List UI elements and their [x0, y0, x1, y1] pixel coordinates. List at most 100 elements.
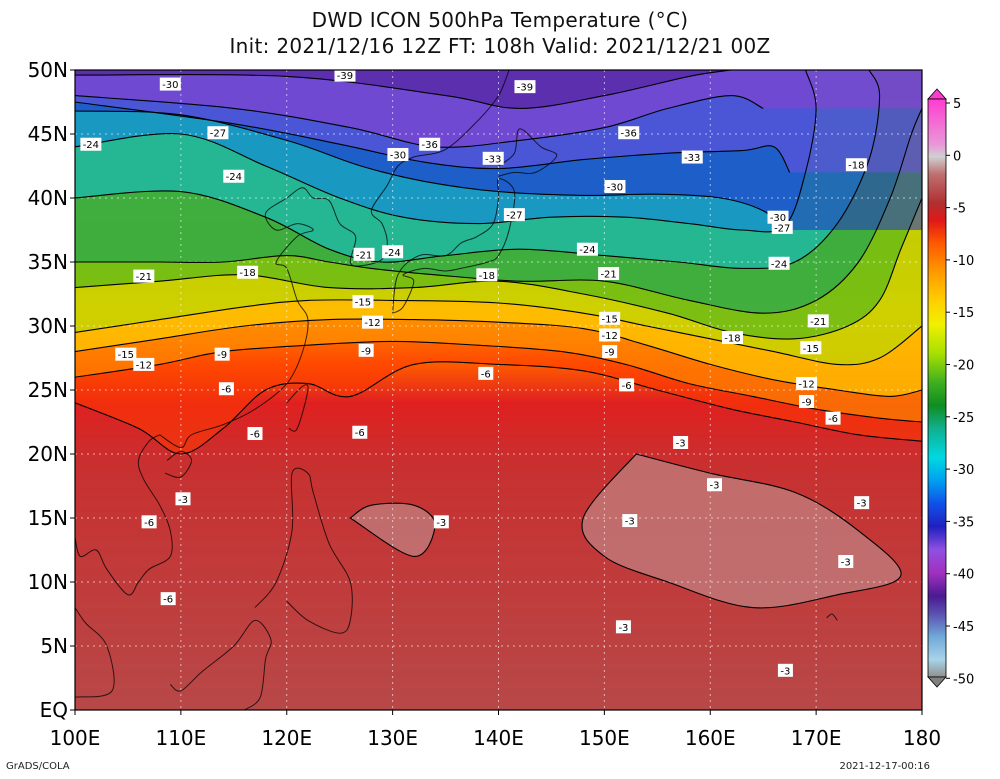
contour-label-text: -30: [607, 182, 623, 193]
contour-label-text: -36: [422, 140, 438, 151]
lon-label: 160E: [685, 726, 736, 750]
contour-label-text: -3: [709, 481, 719, 492]
contour-label-text: -33: [485, 154, 501, 165]
contour-label-text: -30: [390, 150, 406, 161]
lat-label: 40N: [28, 186, 68, 210]
contour-label: -36: [419, 137, 441, 151]
lat-label: 15N: [28, 506, 68, 530]
contour-label: -27: [207, 126, 229, 140]
contour-label-text: -9: [361, 346, 371, 357]
contour-label-text: -39: [337, 71, 353, 82]
contour-label-box: [362, 315, 384, 329]
contour-label-box: [800, 341, 822, 355]
lat-label: 45N: [28, 122, 68, 146]
contour-label-box: [825, 411, 841, 425]
contour-label-box: [618, 126, 640, 140]
contour-label-text: -12: [136, 360, 152, 371]
lon-label: 180: [903, 726, 941, 750]
contour-label-box: [602, 345, 618, 359]
contour-label-box: [615, 620, 631, 634]
contour-label: -6: [825, 411, 841, 425]
coastline-6: [75, 434, 173, 596]
contour-label: -3: [838, 555, 854, 569]
contour-label: -15: [115, 347, 137, 361]
contour-label-text: -24: [83, 140, 99, 151]
isotherm--30: [75, 110, 785, 231]
contour-label-text: -9: [802, 398, 812, 409]
contour-label-text: -9: [605, 348, 615, 359]
contour-label-text: -6: [221, 385, 231, 396]
contour-label-text: -24: [579, 245, 595, 256]
contour-label-box: [382, 245, 404, 259]
contour-label-box: [599, 328, 621, 342]
contour-label-text: -30: [162, 80, 178, 91]
contour-label: -18: [237, 265, 259, 279]
contour-label-box: [387, 147, 409, 161]
contour-label-text: -33: [684, 153, 700, 164]
contour-label: -24: [768, 256, 790, 270]
contour-label-text: -6: [622, 381, 632, 392]
contour-label-box: [353, 247, 375, 261]
colorbar-label: 0: [953, 149, 961, 164]
contour-label: -12: [133, 357, 155, 371]
lon-label: 100E: [50, 726, 101, 750]
contour-label: -27: [771, 220, 793, 234]
colorbar-label: 5: [953, 97, 961, 112]
footer-timestamp: 2021-12-17-00:16: [839, 761, 930, 772]
map-subtitle: Init: 2021/12/16 12Z FT: 108h Valid: 202…: [229, 34, 771, 58]
colorbar-label: -15: [953, 306, 974, 321]
contour-label-text: -3: [780, 666, 790, 677]
contour-label-box: [622, 514, 638, 528]
colorbar-scale: [927, 98, 947, 678]
contour-label-text: -27: [506, 211, 522, 222]
coastline-8: [169, 619, 272, 710]
contour-label: -6: [478, 366, 494, 380]
contour-label-text: -6: [481, 369, 491, 380]
contour-label-box: [482, 151, 504, 165]
lon-label: 120E: [261, 726, 312, 750]
isotherm--33: [75, 101, 791, 173]
colorbar-label: -20: [953, 359, 974, 374]
contour-label: -21: [598, 267, 620, 281]
contour-label-box: [133, 269, 155, 283]
isotherm--21: [75, 108, 922, 314]
contour-label-text: -21: [356, 250, 372, 261]
contour-label: -9: [214, 347, 230, 361]
isotherm--6: [75, 361, 922, 455]
lat-label: 5N: [40, 634, 68, 658]
contour-label: -3: [854, 496, 870, 510]
contour-label-box: [807, 314, 829, 328]
contour-label: -6: [247, 427, 263, 441]
coastline-4: [254, 467, 353, 634]
contour-label-text: -15: [355, 298, 371, 309]
colorbar-label: -45: [953, 620, 974, 635]
lat-label: 30N: [28, 314, 68, 338]
contour-label-box: [576, 242, 598, 256]
contour-label-text: -36: [621, 129, 637, 140]
contour-label: -30: [767, 210, 789, 224]
contour-label: -12: [796, 377, 818, 391]
contour-label: -6: [141, 515, 157, 529]
colorbar-max-arrow: [927, 88, 947, 100]
contour-label: -3: [622, 514, 638, 528]
contour-label-box: [673, 435, 689, 449]
contour-label-box: [768, 256, 790, 270]
contour-label-text: -21: [136, 272, 152, 283]
contour-label-box: [133, 357, 155, 371]
isotherm--27: [75, 70, 817, 233]
contour-label: -15: [800, 341, 822, 355]
contour-label-text: -3: [178, 495, 188, 506]
contour-label-text: -3: [625, 517, 635, 528]
footer-credit: GrADS/COLA: [6, 761, 70, 772]
coastline-2: [498, 128, 558, 177]
contour-label: -27: [503, 208, 525, 222]
contour-label-box: [721, 331, 743, 345]
contour-label-text: -3: [676, 438, 686, 449]
contour-label-box: [619, 378, 635, 392]
contour-label: -15: [599, 311, 621, 325]
contour-label: -12: [362, 315, 384, 329]
contour-label-box: [767, 210, 789, 224]
contour-label-box: [159, 77, 181, 91]
contour-label-box: [141, 515, 157, 529]
